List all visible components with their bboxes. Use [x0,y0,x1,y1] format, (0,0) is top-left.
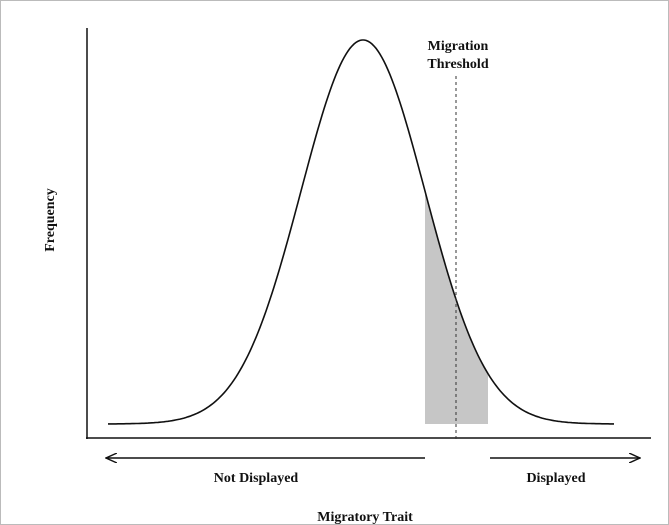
right-arrow-label: Displayed [526,471,585,486]
distribution-curve [108,39,614,425]
y-axis-label: Frequency [43,188,58,252]
threshold-label: Migration [428,39,489,54]
x-axis-label: Migratory Trait [317,510,413,525]
left-arrow-label: Not Displayed [214,471,299,486]
threshold-label: Threshold [427,57,488,72]
